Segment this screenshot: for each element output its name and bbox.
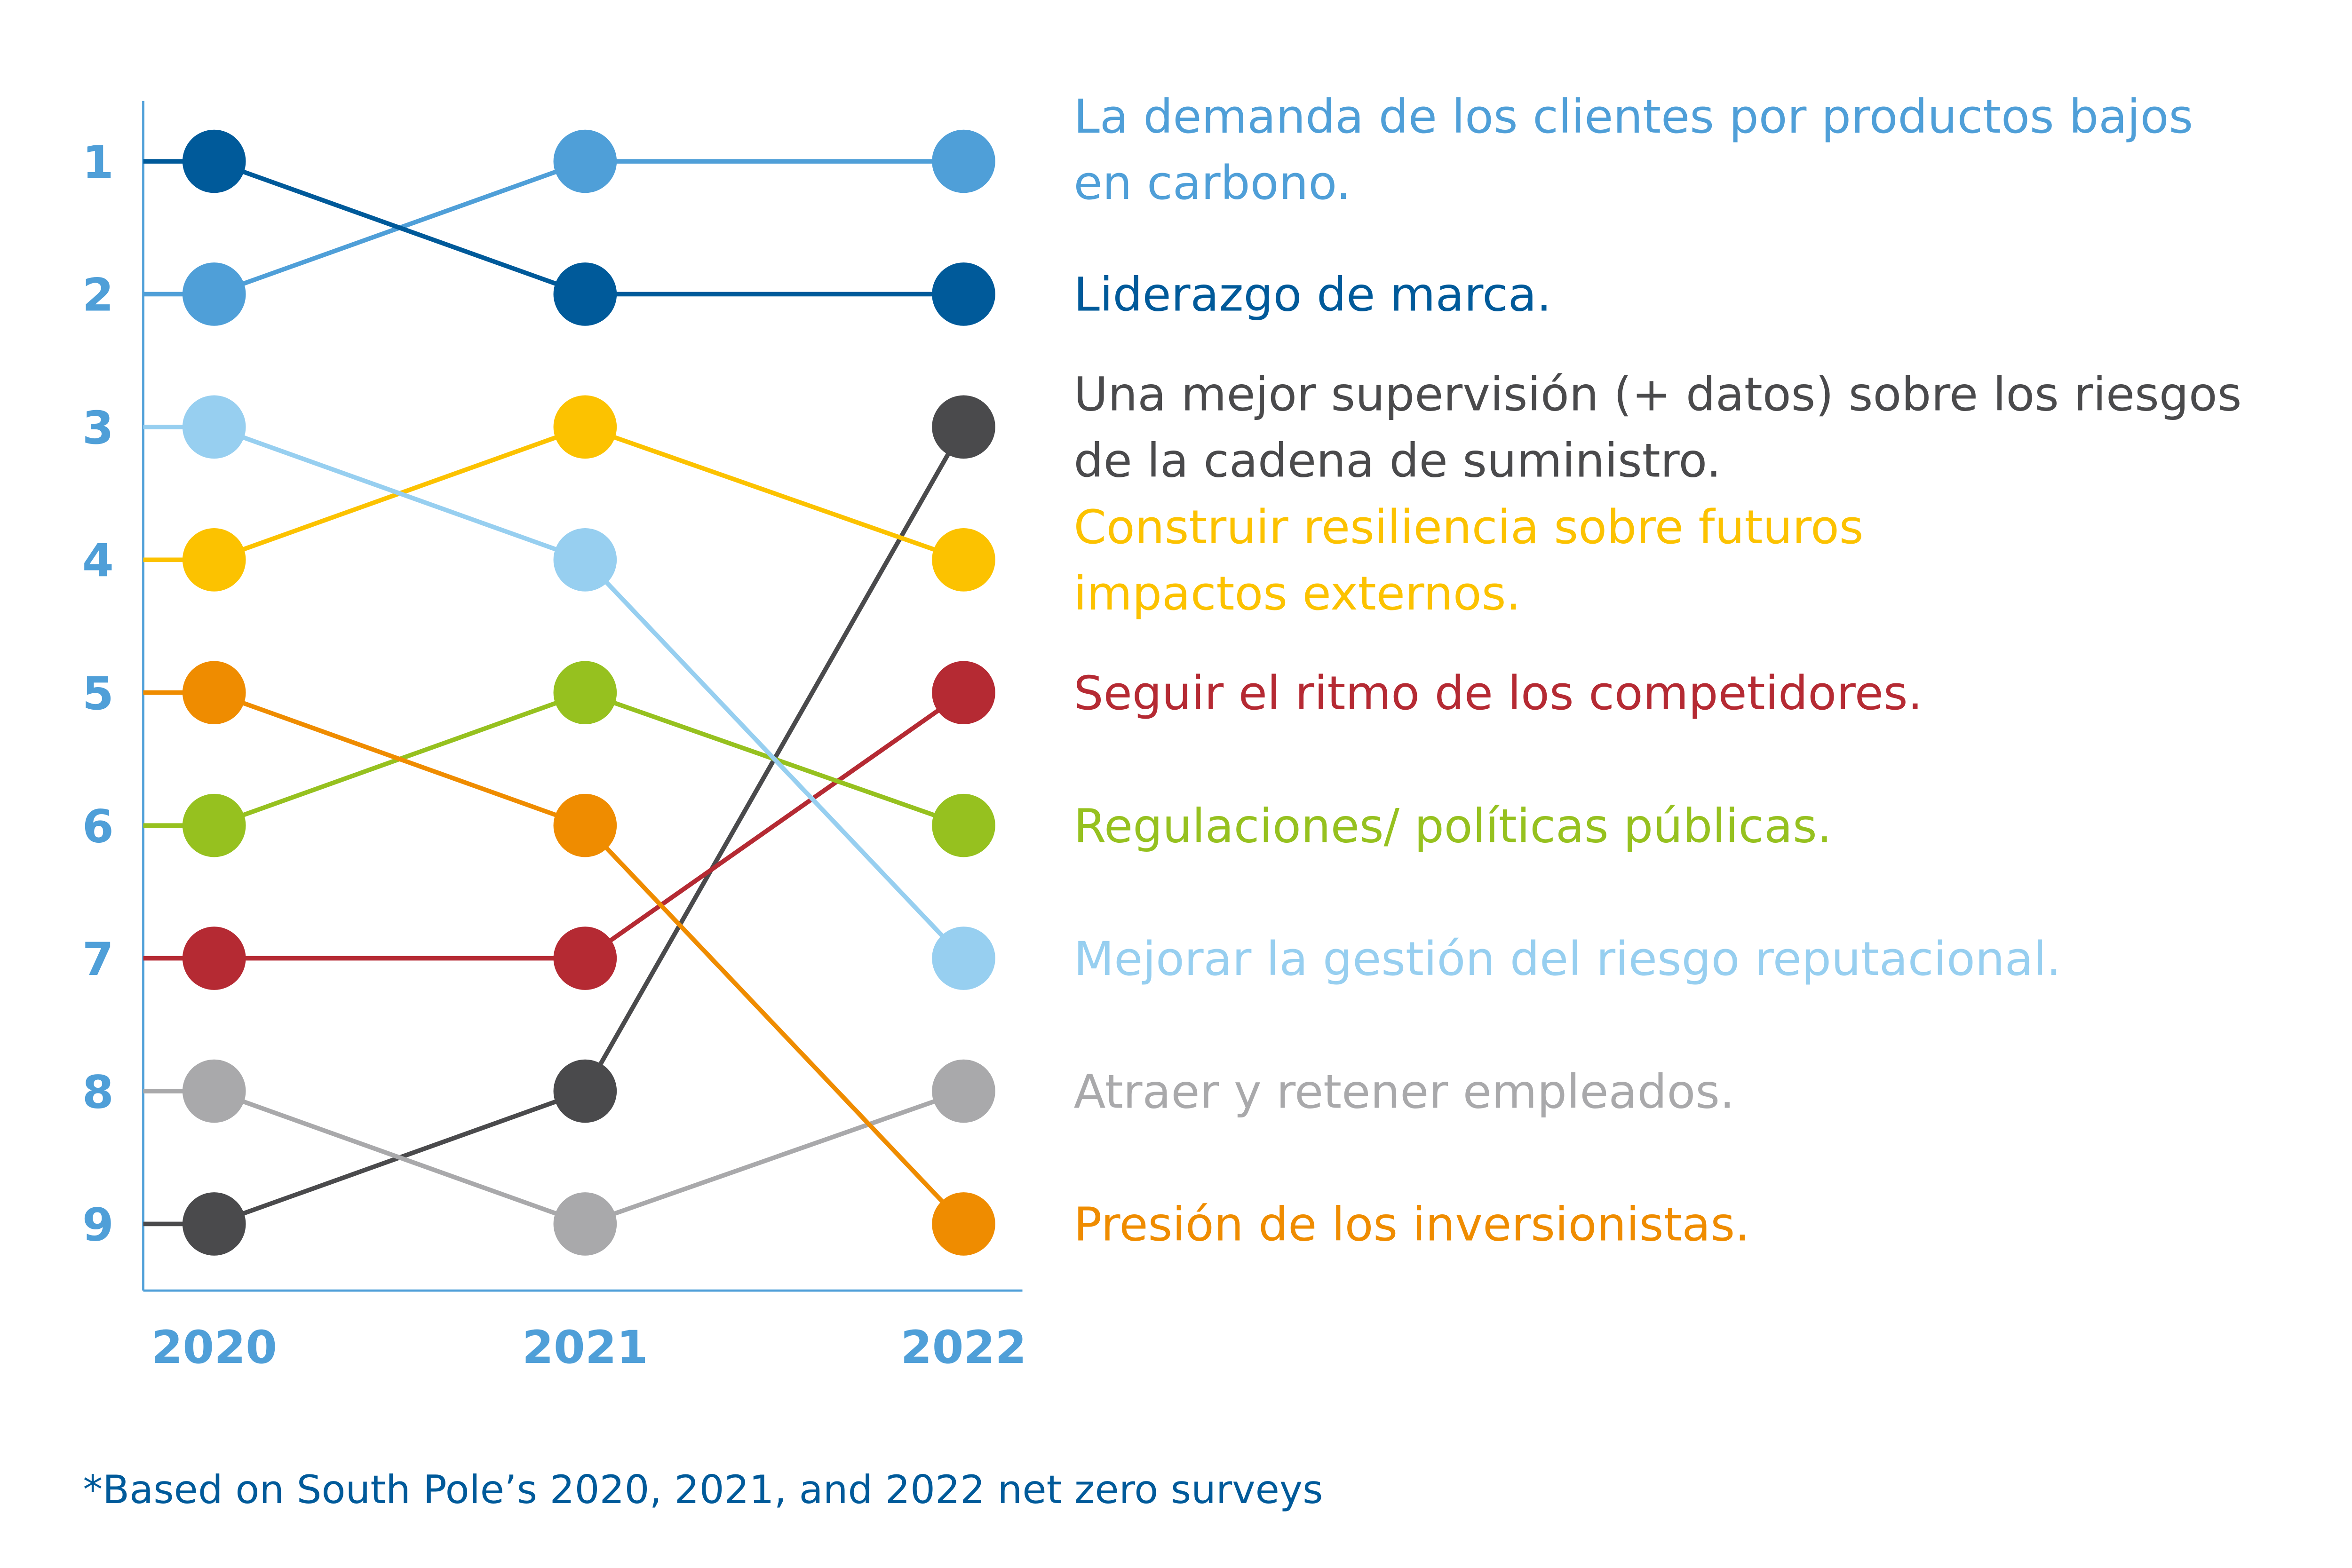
- series-labels: La demanda de los clientes por productos…: [1074, 90, 2242, 1252]
- data-point: [553, 129, 617, 193]
- series-label: impactos externos.: [1074, 567, 1521, 621]
- series-label: Atraer y retener empleados.: [1074, 1065, 1735, 1119]
- data-point: [932, 129, 995, 193]
- y-tick-label: 9: [82, 1199, 114, 1251]
- series-label: Construir resiliencia sobre futuros: [1074, 500, 1864, 554]
- footnote: *Based on South Pole’s 2020, 2021, and 2…: [83, 1467, 1323, 1513]
- data-point: [553, 661, 617, 725]
- series-label: Regulaciones/ políticas públicas.: [1074, 799, 1832, 853]
- data-point: [182, 927, 246, 990]
- data-point: [182, 1192, 246, 1256]
- data-point: [932, 1059, 995, 1123]
- y-tick-label: 8: [82, 1066, 114, 1118]
- y-tick-label: 7: [82, 933, 114, 986]
- series-line: [143, 1089, 965, 1227]
- data-point: [553, 395, 617, 459]
- y-tick-label: 4: [82, 535, 114, 587]
- series-line: [143, 690, 965, 961]
- data-point: [553, 793, 617, 857]
- x-tick-label: 2021: [522, 1321, 648, 1374]
- data-point: [932, 395, 995, 459]
- data-point: [182, 661, 246, 725]
- series-line: [143, 425, 965, 960]
- data-point: [932, 927, 995, 990]
- data-point: [932, 262, 995, 326]
- series-line: [143, 159, 964, 297]
- series-label: en carbono.: [1074, 156, 1351, 210]
- series-label: Seguir el ritmo de los competidores.: [1074, 666, 1923, 721]
- data-point: [182, 129, 246, 193]
- series-dots: [182, 129, 995, 1256]
- data-point: [182, 528, 246, 592]
- series-label: Una mejor supervisión (+ datos) sobre lo…: [1074, 368, 2242, 422]
- y-tick-label: 1: [82, 136, 114, 189]
- series-label: de la cadena de suministro.: [1074, 434, 1722, 488]
- x-tick-label: 2020: [151, 1321, 277, 1374]
- data-point: [553, 1059, 617, 1123]
- data-point: [553, 528, 617, 592]
- data-point: [553, 1192, 617, 1256]
- y-tick-label: 2: [82, 269, 114, 322]
- x-tick-label: 2022: [901, 1321, 1027, 1374]
- data-point: [182, 395, 246, 459]
- series-label: La demanda de los clientes por productos…: [1074, 90, 2193, 144]
- data-point: [932, 1192, 995, 1256]
- y-tick-label: 5: [82, 667, 114, 720]
- data-point: [182, 1059, 246, 1123]
- data-point: [932, 661, 995, 725]
- tick-labels: 1 2 3 4 5 6 7 8 9 2020 2021 2022: [82, 136, 1026, 1374]
- data-point: [182, 262, 246, 326]
- data-point: [182, 793, 246, 857]
- series-label: Mejorar la gestión del riesgo reputacion…: [1074, 932, 2061, 986]
- y-tick-label: 6: [82, 800, 114, 853]
- y-tick-label: 3: [82, 402, 114, 454]
- data-point: [932, 528, 995, 592]
- series-lines: [143, 159, 966, 1227]
- data-point: [932, 793, 995, 857]
- series-line: [143, 690, 965, 1226]
- series-label: Presión de los inversionistas.: [1074, 1198, 1750, 1252]
- series-label: Liderazgo de marca.: [1074, 268, 1552, 322]
- data-point: [553, 927, 617, 990]
- data-point: [553, 262, 617, 326]
